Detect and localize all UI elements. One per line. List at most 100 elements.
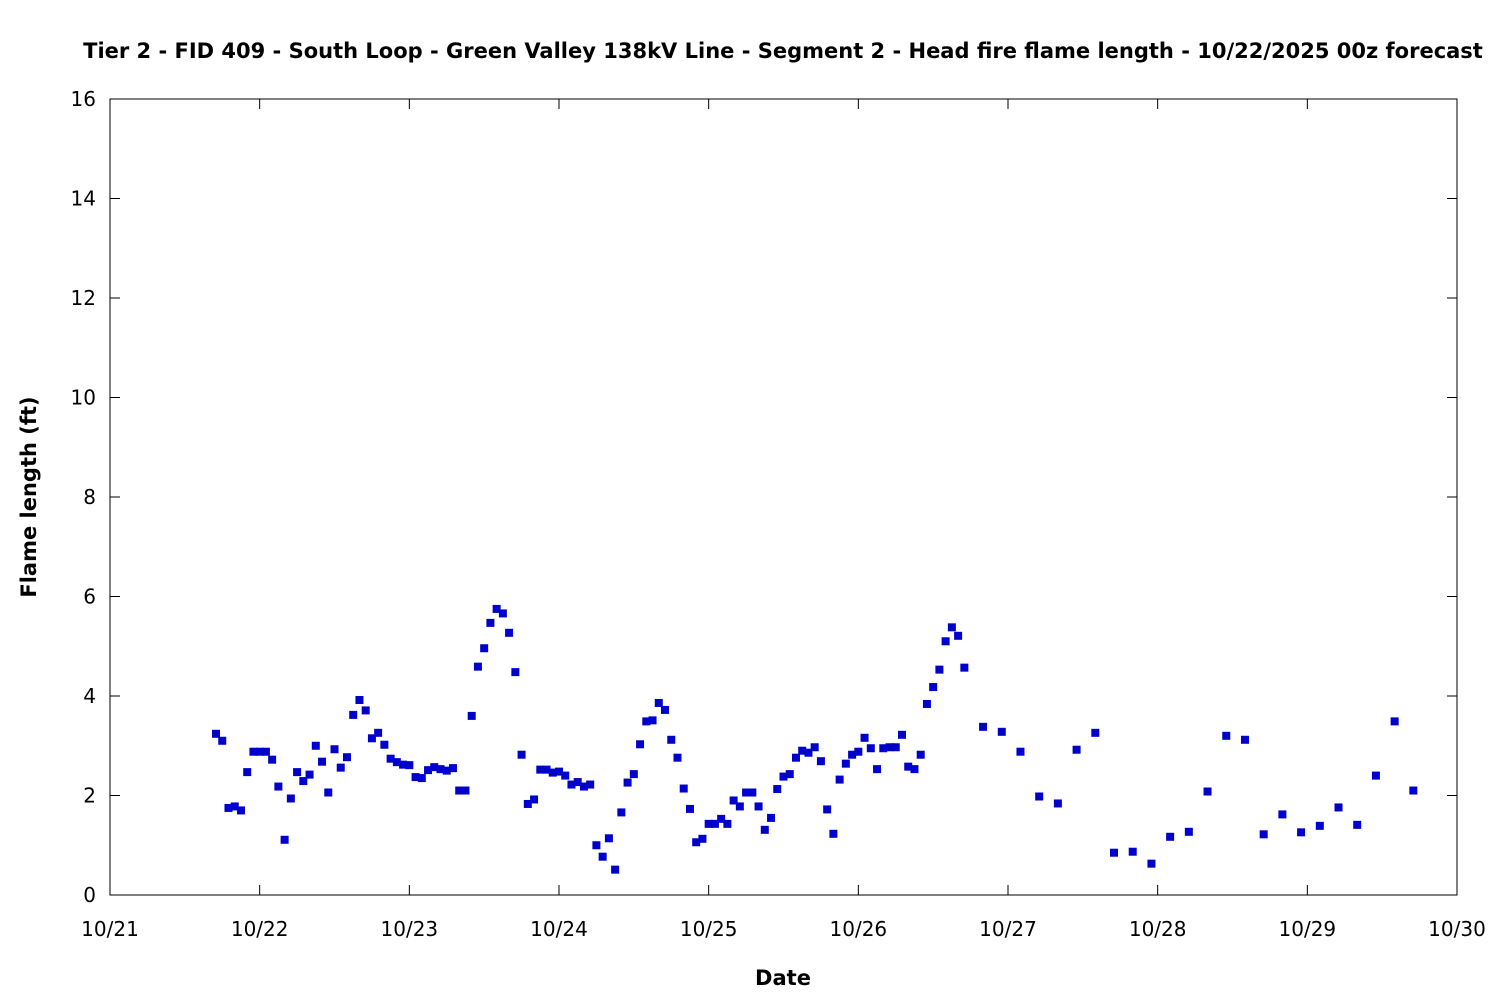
- data-point: [929, 683, 938, 692]
- data-point: [1259, 830, 1268, 839]
- data-point: [1166, 832, 1175, 841]
- data-point: [661, 705, 670, 714]
- data-point: [791, 753, 800, 762]
- data-point: [448, 764, 457, 773]
- data-point: [1334, 803, 1343, 812]
- x-tick-label: 10/24: [530, 917, 588, 941]
- data-point: [1371, 771, 1380, 780]
- y-tick-label: 0: [83, 883, 96, 907]
- data-point: [280, 835, 289, 844]
- data-point: [467, 711, 476, 720]
- data-point: [954, 631, 963, 640]
- data-point: [1072, 745, 1081, 754]
- data-point: [380, 740, 389, 749]
- data-point: [922, 699, 931, 708]
- data-point: [461, 786, 470, 795]
- data-point: [530, 795, 539, 804]
- data-point: [1147, 859, 1156, 868]
- data-point: [1203, 787, 1212, 796]
- data-point: [311, 741, 320, 750]
- data-point: [1016, 747, 1025, 756]
- data-point: [754, 802, 763, 811]
- data-point: [723, 819, 732, 828]
- data-point: [274, 782, 283, 791]
- y-tick-label: 8: [83, 485, 96, 509]
- data-point: [692, 838, 701, 847]
- data-point: [636, 740, 645, 749]
- data-point: [486, 618, 495, 627]
- data-point: [1353, 820, 1362, 829]
- data-point: [960, 663, 969, 672]
- y-tick-label: 6: [83, 585, 96, 609]
- data-point: [829, 829, 838, 838]
- y-tick-label: 12: [71, 286, 96, 310]
- data-point: [548, 768, 557, 777]
- data-point: [673, 753, 682, 762]
- data-point: [910, 765, 919, 774]
- data-point: [679, 784, 688, 793]
- data-point: [885, 743, 894, 752]
- data-point: [785, 770, 794, 779]
- data-point: [729, 796, 738, 805]
- data-point: [349, 710, 358, 719]
- data-point: [218, 736, 227, 745]
- x-tick-label: 10/25: [680, 917, 738, 941]
- data-point: [286, 794, 295, 803]
- data-point: [436, 765, 445, 774]
- data-point: [573, 778, 582, 787]
- x-tick-label: 10/28: [1129, 917, 1187, 941]
- data-points: [212, 604, 1418, 874]
- data-point: [455, 786, 464, 795]
- data-point: [299, 777, 308, 786]
- y-tick-label: 10: [71, 386, 96, 410]
- x-axis-label: Date: [755, 966, 811, 990]
- data-point: [1091, 728, 1100, 737]
- data-point: [866, 744, 875, 753]
- data-point: [268, 755, 277, 764]
- data-point: [935, 665, 944, 674]
- x-tick-label: 10/30: [1428, 917, 1486, 941]
- data-point: [1035, 792, 1044, 801]
- data-point: [355, 695, 364, 704]
- data-point: [1315, 821, 1324, 830]
- data-point: [767, 813, 776, 822]
- data-point: [760, 825, 769, 834]
- data-point: [667, 735, 676, 744]
- data-point: [511, 668, 520, 677]
- data-point: [411, 773, 420, 782]
- data-point: [717, 814, 726, 823]
- data-point: [579, 782, 588, 791]
- data-point: [330, 745, 339, 754]
- plot-frame: [109, 98, 1458, 896]
- data-point: [542, 765, 551, 774]
- data-point: [473, 662, 482, 671]
- x-tick-label: 10/29: [1279, 917, 1337, 941]
- data-point: [735, 802, 744, 811]
- data-point: [816, 757, 825, 766]
- data-point: [399, 760, 408, 769]
- data-point: [592, 841, 601, 850]
- data-point: [604, 834, 613, 843]
- data-point: [417, 774, 426, 783]
- data-point: [642, 717, 651, 726]
- data-point: [392, 758, 401, 767]
- data-point: [230, 802, 239, 811]
- data-point: [324, 788, 333, 797]
- data-point: [779, 772, 788, 781]
- data-point: [773, 785, 782, 794]
- y-tick-label: 16: [71, 87, 96, 111]
- data-point: [386, 754, 395, 763]
- y-tick-label: 2: [83, 784, 96, 808]
- data-point: [212, 729, 221, 738]
- data-point: [648, 716, 657, 725]
- x-tick-label: 10/27: [979, 917, 1037, 941]
- data-point: [536, 765, 545, 774]
- data-point: [654, 698, 663, 707]
- y-axis-label: Flame length (ft): [17, 396, 41, 597]
- data-point: [1222, 731, 1231, 740]
- data-point: [891, 743, 900, 752]
- data-point: [305, 770, 314, 779]
- data-point: [798, 746, 807, 755]
- data-point: [249, 747, 258, 756]
- data-point: [1110, 848, 1119, 857]
